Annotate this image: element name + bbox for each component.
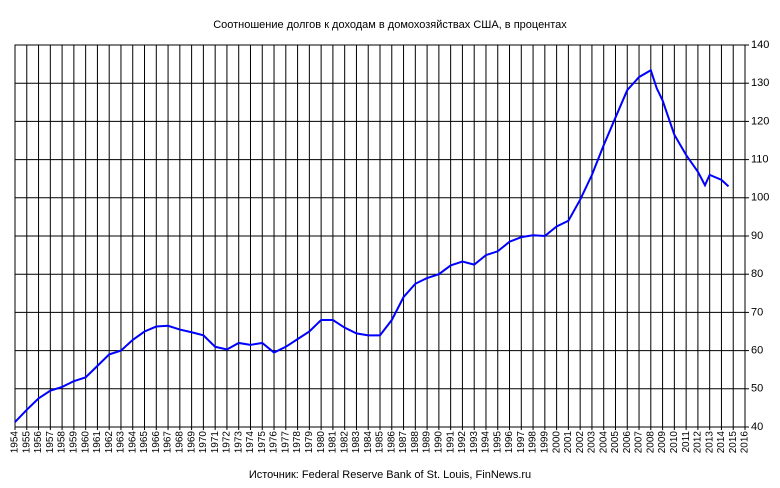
x-tick-label: 1993 xyxy=(469,431,480,454)
x-tick-label: 2002 xyxy=(575,431,586,454)
x-tick-label: 2007 xyxy=(634,431,645,454)
x-tick-label: 2000 xyxy=(551,431,562,454)
x-tick-label: 1981 xyxy=(328,431,339,454)
y-tick-label: 130 xyxy=(751,77,769,89)
x-tick-label: 1975 xyxy=(257,431,268,454)
x-tick-label: 1988 xyxy=(410,431,421,454)
x-tick-label: 2004 xyxy=(598,431,609,454)
x-tick-label: 2011 xyxy=(681,431,692,453)
x-tick-label: 2012 xyxy=(693,431,704,454)
x-tick-label: 1984 xyxy=(363,431,374,454)
y-tick-label: 120 xyxy=(751,115,769,127)
x-tick-label: 1992 xyxy=(457,431,468,454)
x-tick-label: 1983 xyxy=(351,431,362,454)
x-tick-label: 1964 xyxy=(127,431,138,454)
x-tick-label: 1962 xyxy=(104,431,115,454)
x-tick-label: 1996 xyxy=(504,431,515,454)
x-tick-label: 1960 xyxy=(80,431,91,454)
x-tick-label: 1961 xyxy=(92,431,103,454)
x-tick-label: 1987 xyxy=(398,431,409,454)
x-tick-label: 1991 xyxy=(445,431,456,454)
x-tick-label: 1978 xyxy=(292,431,303,454)
y-tick-label: 100 xyxy=(751,192,769,204)
y-tick-label: 40 xyxy=(751,421,763,433)
y-tick-label: 60 xyxy=(751,345,763,357)
x-tick-label: 1977 xyxy=(280,431,291,454)
x-tick-label: 2014 xyxy=(716,431,727,454)
x-tick-label: 1959 xyxy=(69,431,80,454)
x-tick-label: 1955 xyxy=(21,431,32,454)
y-tick-label: 50 xyxy=(751,383,763,395)
y-tick-label: 140 xyxy=(751,39,769,51)
x-tick-label: 1966 xyxy=(151,431,162,454)
x-tick-label: 1986 xyxy=(386,431,397,454)
x-tick-label: 1985 xyxy=(375,431,386,454)
plot-frame xyxy=(14,44,746,428)
x-tick-label: 1954 xyxy=(10,431,21,454)
source-note: Источник: Federal Reserve Bank of St. Lo… xyxy=(249,469,531,481)
x-tick-label: 1982 xyxy=(339,431,350,454)
data-line xyxy=(14,68,730,423)
y-tick-label: 90 xyxy=(751,230,763,242)
x-tick-label: 1963 xyxy=(116,431,127,454)
x-tick-label: 2006 xyxy=(622,431,633,454)
x-tick-label: 1969 xyxy=(186,431,197,454)
x-tick-label: 2013 xyxy=(704,431,715,454)
x-tick-label: 1974 xyxy=(245,431,256,454)
x-tick-label: 1972 xyxy=(222,431,233,454)
x-tick-label: 1995 xyxy=(492,431,503,454)
x-tick-label: 2010 xyxy=(669,431,680,454)
x-tick-label: 1998 xyxy=(528,431,539,454)
x-tick-label: 1968 xyxy=(174,431,185,454)
y-tick-label: 70 xyxy=(751,306,763,318)
x-tick-label: 1994 xyxy=(481,431,492,454)
x-tick-label: 1971 xyxy=(210,431,221,454)
x-tick-label: 1997 xyxy=(516,431,527,454)
x-tick-label: 1979 xyxy=(304,431,315,454)
x-tick-label: 1965 xyxy=(139,431,150,454)
x-tick-label: 1970 xyxy=(198,431,209,454)
x-tick-label: 2016 xyxy=(740,431,751,454)
x-tick-label: 2001 xyxy=(563,431,574,454)
y-tick-label: 80 xyxy=(751,268,763,280)
x-tick-label: 1976 xyxy=(269,431,280,454)
x-tick-label: 2009 xyxy=(657,431,668,454)
x-tick-label: 1999 xyxy=(539,431,550,454)
x-tick-label: 1989 xyxy=(422,431,433,454)
x-tick-label: 1990 xyxy=(434,431,445,454)
chart-title: Соотношение долгов к доходам в домохозяй… xyxy=(213,19,567,31)
x-tick-label: 2003 xyxy=(587,431,598,454)
x-tick-label: 1980 xyxy=(316,431,327,454)
x-tick-label: 2015 xyxy=(728,431,739,454)
x-tick-label: 1973 xyxy=(233,431,244,454)
y-tick-label: 110 xyxy=(751,154,769,166)
x-tick-label: 1967 xyxy=(163,431,174,454)
x-tick-label: 2008 xyxy=(645,431,656,454)
x-tick-label: 1956 xyxy=(33,431,44,454)
x-tick-label: 2005 xyxy=(610,431,621,454)
x-tick-label: 1957 xyxy=(45,431,56,454)
x-tick-label: 1958 xyxy=(57,431,68,454)
